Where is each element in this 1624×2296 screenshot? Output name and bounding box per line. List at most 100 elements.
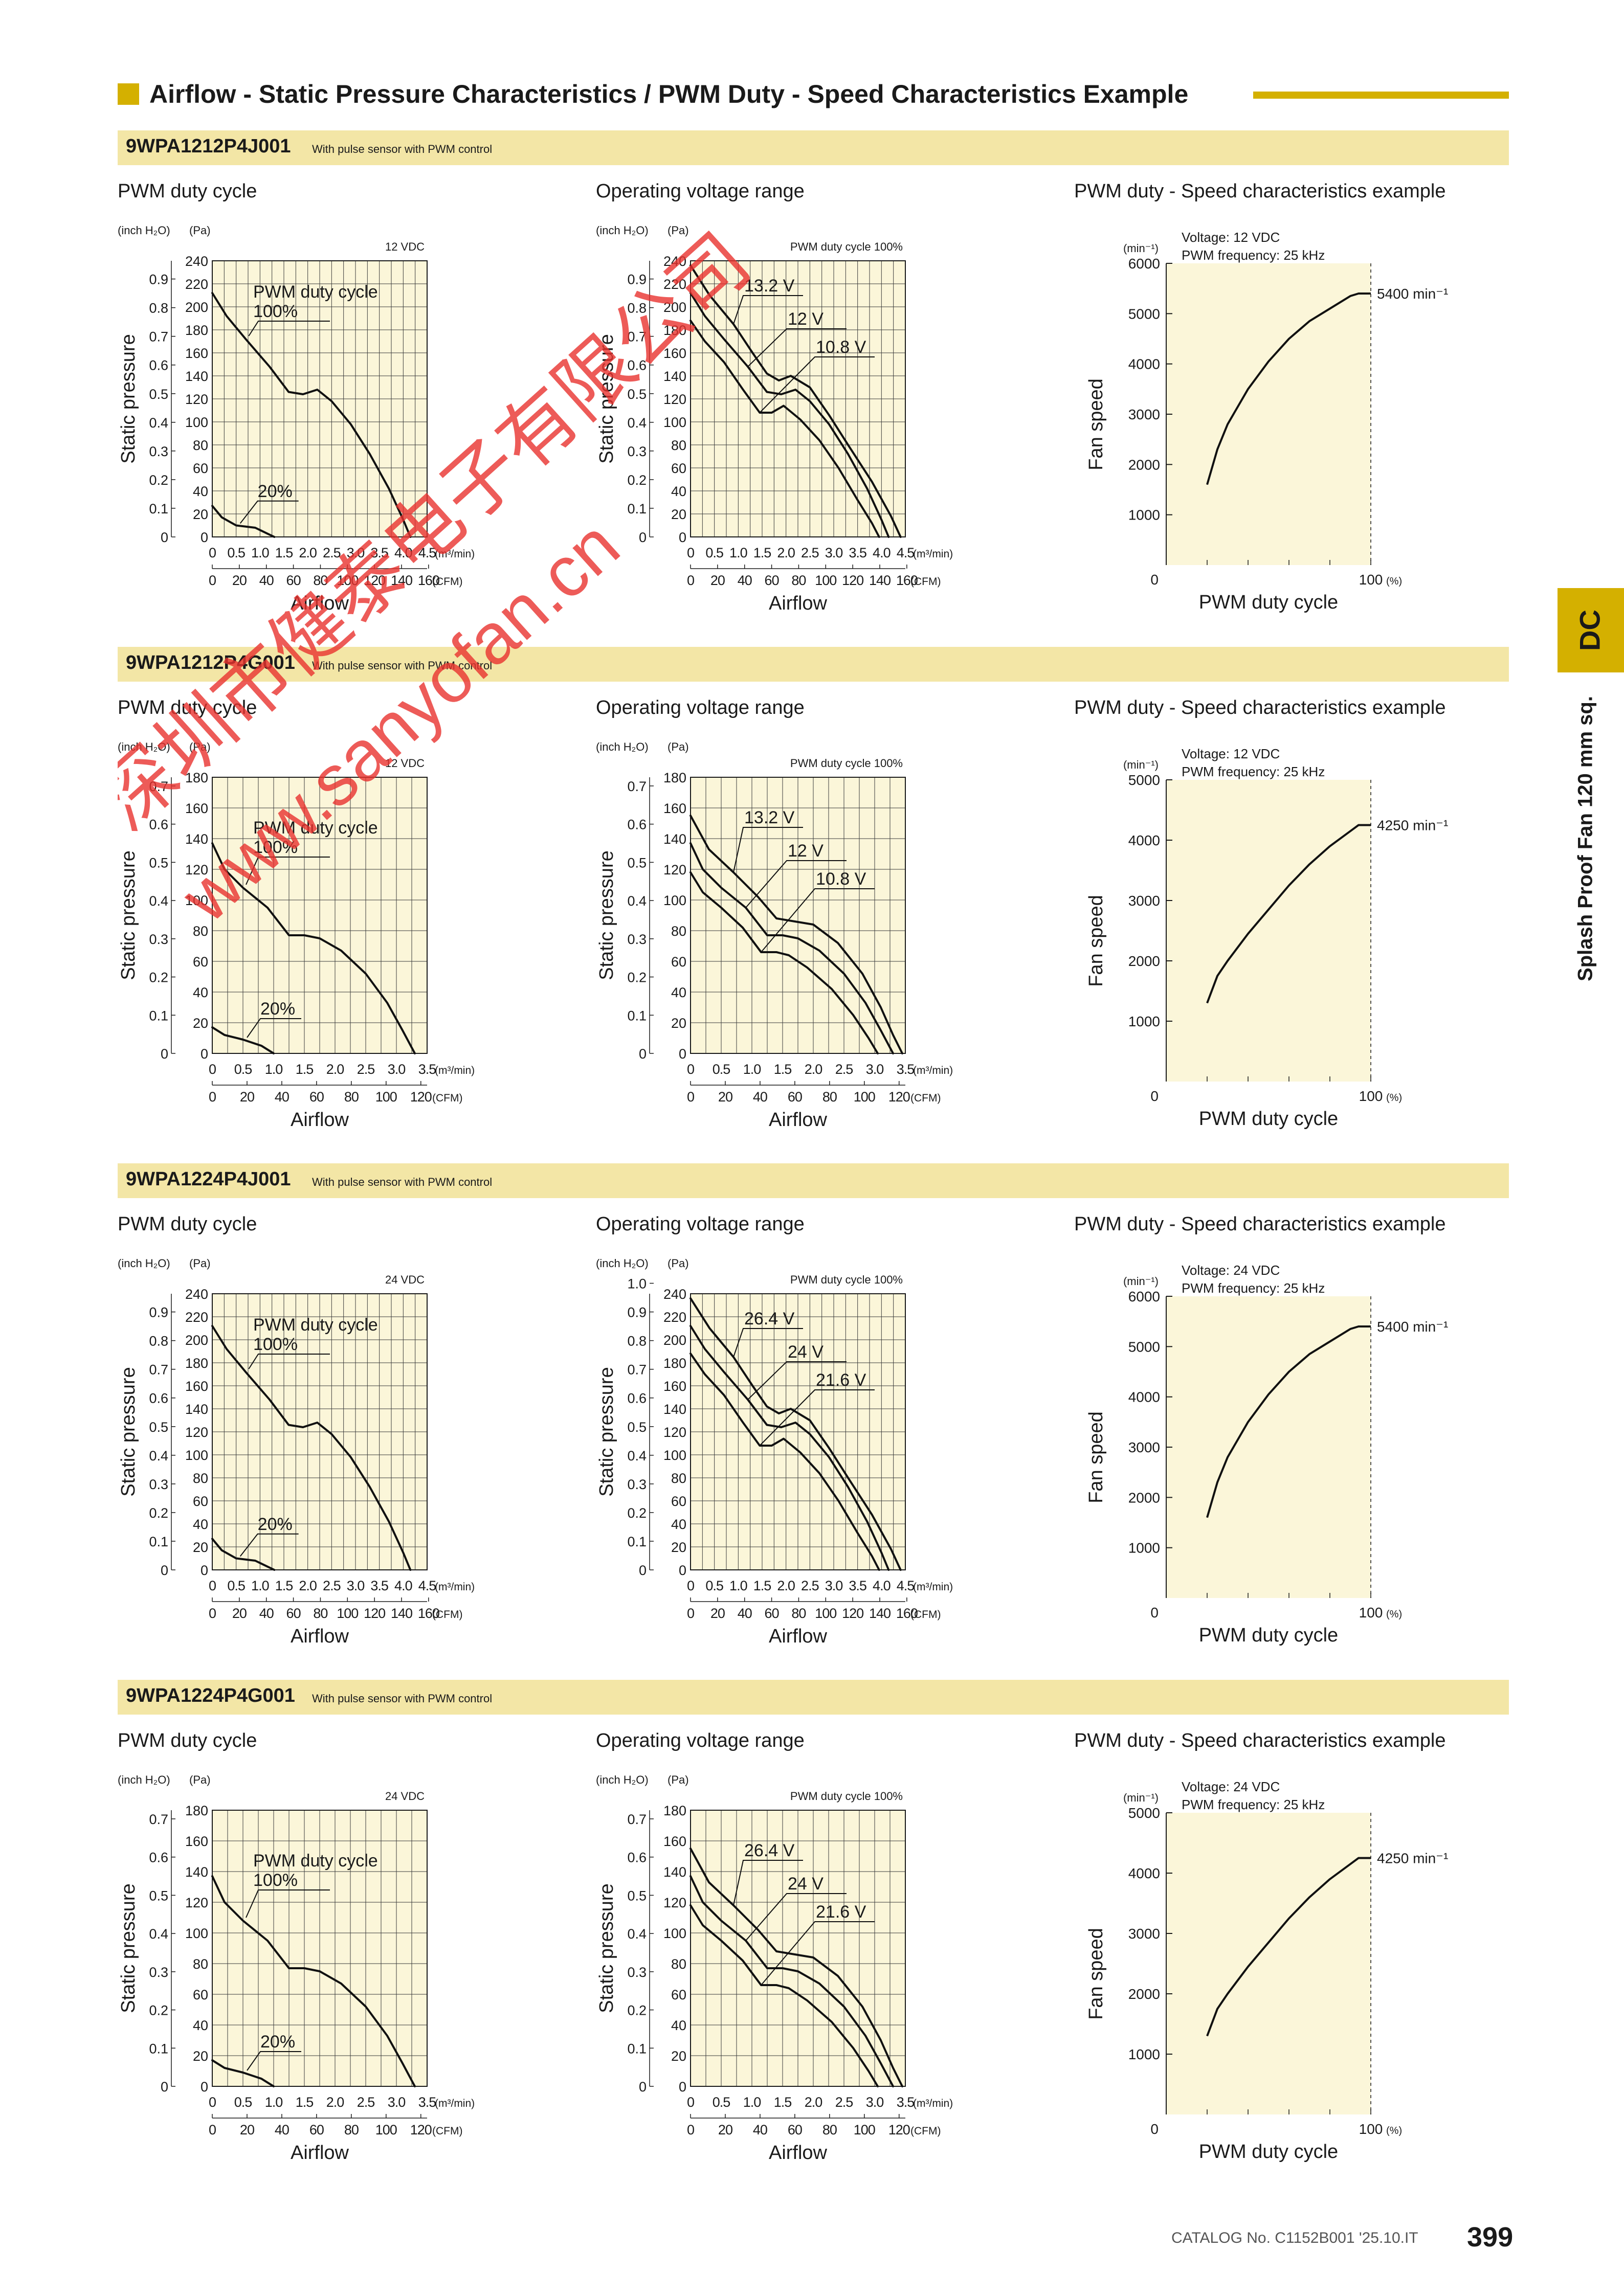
x-tick-cfm: 100 (375, 1089, 397, 1105)
condition-label: PWM duty cycle 100% (790, 240, 903, 253)
x-tick-m3: 2.5 (835, 1062, 853, 1077)
y-axis-label: Static pressure (596, 1883, 617, 2013)
chart-pwm: (inch H₂O) (Pa) 24 VDC 0 20 40 60 80 100 120 140 16… (110, 1769, 570, 2181)
voltage-label: Voltage: 24 VDC (1182, 1779, 1280, 1794)
y-tick-inch: 0.3 (149, 444, 168, 459)
callout-leader (247, 1018, 301, 1038)
callout-leader (248, 1354, 330, 1369)
x-tick-cfm: 160 (896, 1606, 918, 1621)
y-tick-label: 2000 (1128, 953, 1160, 969)
y-tick-pa: 80 (671, 924, 686, 939)
x-tick-m3: 1.5 (774, 1062, 792, 1077)
y-tick-pa: 180 (185, 1803, 208, 1818)
series-label: 24 V (788, 1342, 824, 1362)
side-category-label: Splash Proof Fan 120 mm sq. (1574, 696, 1597, 981)
x-tick-m3: 4.0 (394, 1578, 412, 1593)
y-tick-inch: 0.7 (149, 1812, 168, 1827)
speed-line (1206, 1325, 1371, 1518)
y-unit-inch: (inch H₂O) (596, 1257, 649, 1270)
y-tick-pa: 80 (671, 1471, 686, 1486)
x-tick-cfm: 40 (259, 1606, 274, 1621)
max-speed-label: 4250 min⁻¹ (1377, 818, 1448, 834)
plot-frame (212, 1810, 428, 2087)
y-axis-label: Static pressure (118, 1883, 139, 2013)
y-tick-pa: 180 (663, 323, 686, 338)
y-tick-pa: 180 (663, 1803, 686, 1818)
x-unit: (%) (1386, 1092, 1402, 1104)
x-tick-cfm: 0 (687, 2122, 694, 2137)
y-tick-inch: 0.3 (627, 1477, 647, 1492)
y-tick-inch: 0.5 (149, 387, 168, 402)
x-unit-m3: (m³/min) (435, 1065, 475, 1076)
series-line (211, 2059, 275, 2087)
x-axis-label: Airflow (291, 593, 349, 614)
x-tick-m3: 0.5 (713, 2095, 730, 2110)
y-tick-inch: 0.3 (627, 932, 647, 947)
y-unit-inch: (inch H₂O) (596, 740, 649, 753)
y-unit-pa: (Pa) (668, 1773, 689, 1786)
series-line (211, 842, 416, 1054)
y-tick-pa: 0 (679, 530, 686, 545)
callout-leader (239, 500, 299, 524)
x-tick-cfm: 0 (687, 1089, 694, 1105)
y-unit-pa: (Pa) (189, 740, 211, 753)
x-tick-cfm: 0 (209, 2122, 216, 2137)
x-tick-m3: 2.0 (326, 1062, 344, 1077)
x-tick-m3: 1.0 (265, 2095, 283, 2110)
x-tick-m3: 0 (687, 545, 694, 560)
y-tick-pa: 220 (663, 277, 686, 292)
x-tick-m3: 0.5 (234, 2095, 252, 2110)
x-unit-cfm: (CFM) (910, 2125, 941, 2137)
plot-area (1166, 263, 1371, 565)
x-tick-m3: 0.5 (227, 1578, 245, 1593)
y-unit-pa: (Pa) (189, 1257, 211, 1270)
y-tick-pa: 80 (671, 438, 686, 453)
model-name: 9WPA1224P4G001 (126, 1685, 295, 1706)
y-tick-inch: 0.6 (627, 358, 647, 373)
x-tick-cfm: 120 (842, 1606, 863, 1621)
y-unit-inch: (inch H₂O) (118, 224, 170, 237)
x-tick-cfm: 0 (209, 1089, 216, 1105)
callout-leader (733, 827, 803, 873)
series-label: 12 V (788, 309, 824, 329)
x-tick-label: 0 (1150, 1605, 1159, 1620)
x-tick-cfm: 60 (286, 1606, 301, 1621)
y-tick-inch: 0.6 (149, 1850, 168, 1865)
y-tick-inch: 0.5 (627, 387, 647, 402)
y-unit-pa: (Pa) (189, 1773, 211, 1786)
chart-speed: Voltage: 24 VDC PWM frequency: 25 kHz (min… (1069, 1260, 1529, 1672)
x-tick-m3: 3.0 (388, 2095, 406, 2110)
y-tick-inch: 0.9 (149, 1305, 168, 1320)
x-tick-m3: 0.5 (227, 545, 245, 560)
series-label: 21.6 V (816, 1370, 866, 1390)
y-tick-inch: 0.8 (627, 301, 647, 316)
x-tick-cfm: 20 (710, 1606, 725, 1621)
y-tick-pa: 220 (663, 1310, 686, 1325)
y-tick-pa: 180 (185, 1356, 208, 1371)
x-tick-m3: 3.0 (825, 1578, 843, 1593)
y-tick-pa: 140 (663, 1402, 686, 1417)
y-unit-pa: (Pa) (668, 224, 689, 237)
series-label: 100% (253, 838, 298, 857)
y-axis-label: Static pressure (596, 1367, 617, 1496)
y-tick-inch: 0.8 (627, 1334, 647, 1349)
x-unit-cfm: (CFM) (910, 1609, 941, 1620)
y-tick-pa: 180 (185, 770, 208, 785)
x-tick-cfm: 60 (309, 2122, 324, 2137)
y-tick-pa: 120 (185, 392, 208, 407)
x-axis-label: PWM duty cycle (1199, 592, 1338, 613)
x-tick-m3: 3.5 (418, 2095, 436, 2110)
page-header: Airflow - Static Pressure Characteristic… (118, 79, 1509, 115)
plot-area (1166, 1813, 1371, 2114)
chart-speed: Voltage: 12 VDC PWM frequency: 25 kHz (min… (1069, 228, 1529, 639)
y-tick-inch: 0.8 (149, 301, 168, 316)
x-tick-cfm: 100 (854, 1089, 875, 1105)
y-tick-inch: 0.3 (627, 1965, 647, 1980)
x-tick-cfm: 120 (364, 573, 385, 588)
y-tick-inch: 0.2 (149, 1505, 168, 1521)
x-tick-m3: 1.0 (743, 1062, 761, 1077)
y-tick-inch: 0.7 (627, 1362, 647, 1378)
x-tick-m3: 1.5 (275, 1578, 293, 1593)
x-tick-m3: 2.0 (326, 2095, 344, 2110)
chart-pwm: (inch H₂O) (Pa) 12 VDC 0 20 40 60 80 100 120 140 16… (110, 736, 570, 1148)
